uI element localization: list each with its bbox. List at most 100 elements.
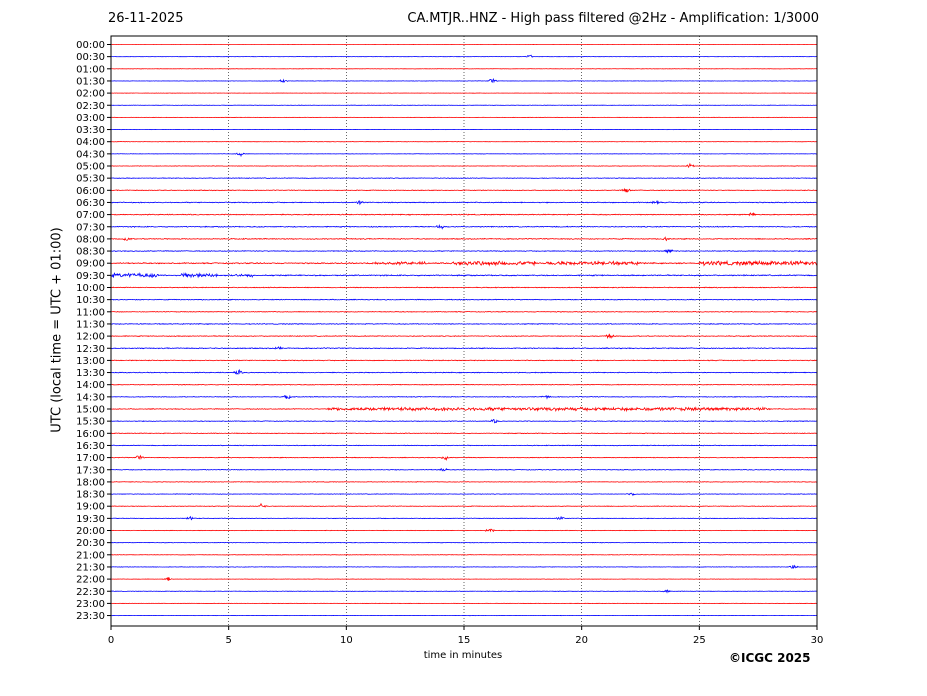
trace-row-1230 [110,345,818,350]
x-tick-label: 25 [693,635,706,646]
row-tick-label: 11:00 [76,307,105,318]
row-tick-label: 11:30 [76,319,105,330]
row-tick-label: 21:00 [76,550,105,561]
row-tick-label: 21:30 [76,562,105,573]
row-tick-label: 22:30 [76,587,105,598]
row-tick-label: 20:00 [76,526,105,537]
trace-row-1500 [110,405,818,413]
row-tick-label: 23:00 [76,599,105,610]
trace-row-1900 [110,502,818,508]
trace-row-0900 [110,259,818,267]
trace-row-0930 [110,272,818,279]
row-tick-label: 17:00 [76,453,105,464]
row-tick-label: 18:00 [76,477,105,488]
trace-row-0430 [110,152,818,158]
row-tick-label: 04:00 [76,137,105,148]
row-tick-label: 09:30 [76,271,105,282]
y-axis-label: UTC (local time = UTC + 01:00) [49,227,65,433]
plot-frame [110,35,818,627]
trace-row-0800 [110,236,818,242]
date-label: 26-11-2025 [108,11,184,26]
trace-layer [110,44,818,617]
chart-title: CA.MTJR..HNZ - High pass filtered @2Hz -… [407,11,819,26]
trace-row-1530 [110,419,818,424]
trace-row-1930 [110,515,818,521]
trace-row-1700 [110,454,818,461]
trace-row-0130 [110,78,818,84]
trace-row-1030 [110,298,818,301]
trace-row-0700 [110,211,818,217]
trace-row-1300 [110,359,818,362]
row-tick-label: 10:30 [76,295,105,306]
row-tick-label: 15:00 [76,405,105,416]
row-tick-label: 15:30 [76,417,105,428]
trace-row-0630 [110,199,818,206]
trace-row-1800 [110,481,818,483]
x-tick-label: 10 [340,635,353,646]
trace-row-1730 [110,467,818,472]
row-tick-label: 13:00 [76,356,105,367]
row-tick-label: 01:00 [76,64,105,75]
x-tick-label: 20 [575,635,588,646]
row-tick-label: 19:00 [76,502,105,513]
x-tick-label: 15 [458,635,471,646]
row-tick-label: 12:30 [76,344,105,355]
x-tick-label: 5 [225,635,231,646]
trace-row-1830 [110,492,818,497]
row-tick-label: 23:30 [76,611,105,622]
row-tick-label: 07:30 [76,222,105,233]
row-tick-label: 09:00 [76,259,105,270]
row-tick-label: 18:30 [76,490,105,501]
row-tick-label: 01:30 [76,76,105,87]
trace-row-1130 [110,322,818,325]
trace-row-0500 [110,162,818,169]
row-tick-label: 00:30 [76,52,105,63]
row-tick-label: 05:00 [76,162,105,173]
trace-row-2200 [110,576,818,581]
trace-row-2230 [110,589,818,594]
trace-row-1430 [110,394,818,400]
trace-row-1000 [110,286,818,289]
row-tick-label: 16:00 [76,429,105,440]
trace-row-0730 [110,223,818,230]
row-tick-label: 07:00 [76,210,105,221]
x-axis-label: time in minutes [423,650,503,661]
trace-row-1600 [110,432,818,435]
row-tick-label: 10:00 [76,283,105,294]
row-tick-label: 05:30 [76,174,105,185]
trace-row-2100 [110,554,818,556]
trace-row-1100 [110,310,818,313]
x-tick-label: 30 [811,635,824,646]
trace-row-0030 [110,54,818,58]
row-tick-label: 02:00 [76,89,105,100]
trace-row-0600 [110,187,818,193]
row-tick-label: 14:30 [76,392,105,403]
trace-row-2000 [110,528,818,533]
grid-lines [228,36,700,626]
row-tick-label: 03:00 [76,113,105,124]
trace-row-1400 [110,383,818,386]
row-tick-label: 06:00 [76,186,105,197]
row-tick-label: 13:30 [76,368,105,379]
trace-row-2030 [110,541,818,544]
trace-row-1330 [110,369,818,375]
trace-row-0530 [110,177,818,180]
trace-row-0830 [110,248,818,254]
x-tick-label: 0 [108,635,114,646]
row-tick-label: 17:30 [76,465,105,476]
row-tick-label: 03:30 [76,125,105,136]
row-tick-label: 14:00 [76,380,105,391]
row-tick-label: 08:30 [76,247,105,258]
row-tick-label: 22:00 [76,575,105,586]
row-tick-label: 20:30 [76,538,105,549]
row-tick-label: 16:30 [76,441,105,452]
row-tick-label: 19:30 [76,514,105,525]
row-tick-label: 12:00 [76,332,105,343]
row-tick-label: 08:00 [76,234,105,245]
row-tick-label: 06:30 [76,198,105,209]
row-tick-label: 02:30 [76,101,105,112]
trace-row-2130 [110,564,818,569]
row-tick-label: 04:30 [76,149,105,160]
